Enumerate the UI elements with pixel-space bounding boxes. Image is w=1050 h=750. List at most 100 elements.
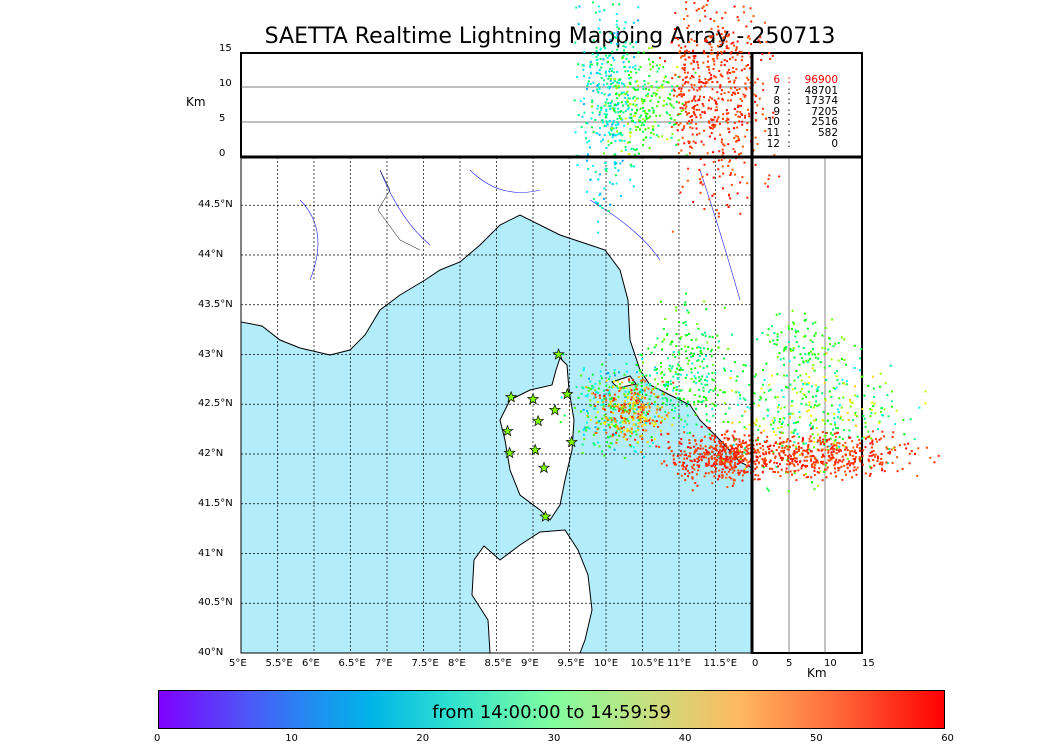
lightning-source	[755, 373, 758, 376]
lightning-source	[804, 466, 807, 469]
lightning-source	[616, 97, 619, 100]
lightning-source	[748, 52, 750, 55]
lightning-source	[622, 45, 625, 48]
lightning-source	[667, 441, 670, 444]
lightning-source	[604, 116, 607, 119]
lightning-source	[638, 116, 641, 119]
lightning-source	[710, 74, 713, 77]
lightning-source	[592, 39, 595, 42]
lightning-source	[617, 407, 620, 410]
lightning-source	[610, 416, 613, 419]
lightning-source	[597, 104, 600, 107]
lightning-source	[732, 91, 735, 94]
lightning-source	[577, 23, 580, 26]
lightning-source	[631, 383, 634, 386]
lightning-source	[845, 383, 848, 386]
lightning-source	[636, 388, 638, 391]
lightning-source	[626, 86, 629, 89]
lightning-source	[881, 430, 884, 433]
lightning-source	[802, 392, 805, 395]
lightning-source	[641, 415, 643, 418]
lightning-source	[738, 443, 740, 446]
lightning-source	[835, 452, 838, 455]
lightning-source	[874, 438, 877, 441]
lightning-source	[672, 106, 675, 109]
lightning-source	[620, 425, 623, 428]
lightning-source	[789, 416, 792, 419]
lightning-source	[623, 49, 626, 52]
lightning-source	[890, 448, 893, 451]
lon-tick: 8.5°E	[484, 658, 512, 669]
lightning-source	[614, 403, 617, 406]
lightning-source	[679, 454, 682, 457]
lightning-source	[692, 50, 695, 53]
lightning-source	[602, 197, 605, 200]
lightning-source	[607, 140, 610, 143]
lightning-source	[787, 459, 790, 462]
lightning-source	[715, 100, 718, 103]
lightning-source	[808, 404, 811, 407]
lightning-source	[820, 460, 822, 463]
lightning-source	[782, 451, 785, 454]
lightning-source	[870, 409, 873, 412]
lightning-source	[711, 52, 714, 55]
lightning-source	[646, 411, 648, 414]
lightning-source	[662, 327, 665, 330]
lightning-source	[699, 158, 702, 161]
lightning-source	[682, 465, 685, 468]
lightning-source	[659, 372, 662, 375]
lightning-source	[801, 454, 804, 457]
lightning-source	[603, 454, 606, 457]
lightning-source	[614, 397, 617, 400]
lightning-source	[686, 309, 689, 312]
lightning-source	[789, 455, 792, 458]
lightning-source	[642, 408, 645, 411]
lightning-source	[659, 300, 662, 303]
lightning-source	[695, 127, 698, 130]
lightning-source	[804, 442, 807, 445]
lightning-source	[841, 378, 844, 381]
lightning-source	[714, 447, 717, 450]
lightning-source	[719, 73, 722, 76]
lightning-source	[684, 110, 687, 113]
lightning-source	[597, 84, 599, 86]
lightning-source	[658, 96, 661, 99]
lightning-source	[800, 467, 803, 470]
lightning-source	[775, 343, 778, 346]
lightning-source	[704, 379, 706, 382]
lightning-source	[727, 470, 730, 473]
lightning-source	[635, 71, 638, 74]
lightning-source	[683, 431, 686, 434]
lightning-source	[627, 412, 630, 415]
lightning-source	[861, 463, 864, 466]
lightning-source	[641, 130, 644, 133]
lightning-source	[697, 327, 700, 330]
lightning-source	[735, 89, 738, 91]
lightning-source	[589, 418, 592, 421]
lightning-source	[588, 146, 591, 149]
lightning-source	[606, 121, 609, 124]
lightning-source	[792, 431, 795, 434]
lightning-source	[690, 352, 693, 355]
lightning-source	[594, 201, 597, 204]
lightning-source	[634, 80, 637, 83]
lightning-source	[678, 415, 681, 418]
lightning-source	[868, 435, 871, 438]
lightning-source	[823, 443, 826, 445]
lightning-source	[909, 418, 912, 421]
lightning-source	[769, 57, 772, 60]
lightning-source	[827, 348, 830, 351]
lightning-source	[781, 450, 784, 453]
lightning-source	[692, 201, 695, 204]
lightning-source	[632, 417, 635, 420]
lightning-source	[605, 379, 608, 382]
lightning-source	[816, 459, 819, 462]
lightning-source	[664, 75, 667, 78]
lightning-source	[855, 468, 858, 471]
lightning-source	[635, 396, 638, 399]
lightning-source	[603, 393, 606, 396]
lightning-source	[767, 328, 770, 331]
lightning-source	[692, 445, 695, 448]
lightning-source	[624, 70, 627, 73]
lightning-source	[624, 438, 627, 441]
